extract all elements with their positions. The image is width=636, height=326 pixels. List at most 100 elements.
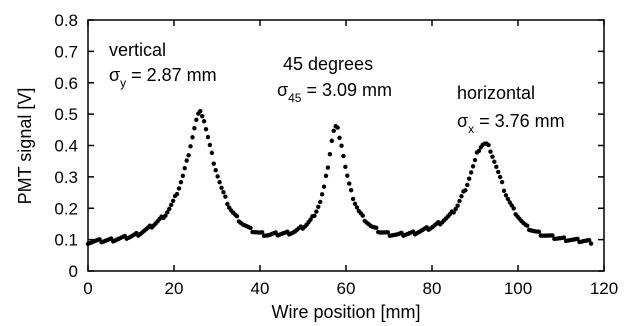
y-tick-label: 0.4 <box>54 137 78 156</box>
data-point <box>201 119 207 124</box>
x-tick-label: 20 <box>165 279 184 298</box>
data-point <box>561 235 567 240</box>
x-tick-label: 80 <box>423 279 442 298</box>
y-axis-title: PMT signal [V] <box>15 88 35 205</box>
y-tick-label: 0.2 <box>54 199 78 218</box>
data-point <box>213 167 218 173</box>
data-point <box>194 117 199 123</box>
data-point <box>492 159 497 164</box>
data-point <box>321 184 327 189</box>
axis-ticks: 0 20 40 60 80 100 120 0 0.1 0.2 0.3 0.4 0.5 0.6 0.7 0.8 <box>54 11 618 298</box>
x-tick-label: 100 <box>504 279 532 298</box>
data-point <box>217 180 222 185</box>
data-point <box>325 165 331 170</box>
y-tick-label: 0.3 <box>54 168 78 187</box>
x-tick-label: 0 <box>83 279 92 298</box>
data-point <box>586 237 592 243</box>
x-tick-label: 60 <box>337 279 356 298</box>
data-point <box>323 173 329 179</box>
data-point <box>316 204 321 209</box>
data-point <box>312 213 317 219</box>
data-point <box>476 148 482 154</box>
annotation-45deg-sigma: σ45 = 3.09 mm <box>277 80 392 105</box>
data-point <box>499 179 505 185</box>
data-point <box>178 179 184 185</box>
data-point <box>180 173 186 179</box>
data-point <box>205 134 211 140</box>
data-point <box>211 161 216 166</box>
annotation-45deg-label: 45 degrees <box>283 54 373 74</box>
data-point <box>219 185 224 191</box>
data-point <box>486 142 491 148</box>
data-point <box>203 126 209 132</box>
annotation-vertical-label: vertical <box>109 40 166 60</box>
data-point <box>169 202 174 208</box>
data-point <box>221 190 226 195</box>
data-point <box>186 153 191 158</box>
data-point <box>468 170 474 175</box>
data-point <box>192 126 197 131</box>
data-point <box>488 149 493 154</box>
data-point <box>588 241 594 246</box>
data-point <box>184 158 189 163</box>
data-point <box>463 188 468 193</box>
data-point <box>182 165 187 171</box>
data-point <box>188 144 193 149</box>
data-point <box>248 225 253 231</box>
data-point <box>459 194 464 199</box>
data-point <box>360 213 365 218</box>
data-point <box>337 135 342 140</box>
data-point <box>497 174 503 180</box>
x-tick-label: 40 <box>251 279 270 298</box>
data-point <box>319 192 325 197</box>
data-point <box>374 225 379 231</box>
data-point <box>329 138 335 143</box>
y-tick-label: 0.8 <box>54 11 78 30</box>
data-point <box>339 143 344 148</box>
annotation-horizontal-label: horizontal <box>457 83 535 103</box>
data-point <box>467 176 472 181</box>
data-point <box>347 181 352 186</box>
data-point <box>453 206 458 212</box>
data-point <box>494 164 499 170</box>
x-tick-label: 120 <box>590 279 618 298</box>
data-point <box>199 113 205 119</box>
data-point <box>465 182 470 188</box>
y-tick-label: 0.6 <box>54 74 78 93</box>
data-point <box>385 230 391 235</box>
data-point <box>314 209 319 214</box>
data-point <box>503 193 509 198</box>
data-point <box>308 217 313 222</box>
data-point <box>457 198 462 204</box>
data-point <box>352 201 358 206</box>
data-point <box>501 188 507 194</box>
data-point <box>496 169 501 175</box>
data-point <box>472 157 478 163</box>
y-tick-label: 0.1 <box>54 231 78 250</box>
data-point <box>165 210 170 215</box>
data-point <box>209 150 215 156</box>
data-point <box>490 154 495 159</box>
data-point <box>198 108 203 114</box>
annotation-horizontal-sigma: σx = 3.76 mm <box>457 111 565 136</box>
data-point <box>345 173 350 178</box>
data-point <box>170 198 176 204</box>
x-axis-title: Wire position [mm] <box>271 302 420 322</box>
data-point <box>505 196 511 202</box>
data-point <box>354 205 360 210</box>
data-point <box>536 229 542 234</box>
data-point <box>455 203 460 208</box>
data-point <box>451 210 456 215</box>
data-point <box>318 199 323 205</box>
data-point <box>350 196 356 202</box>
data-point <box>575 236 580 241</box>
annotation-vertical-sigma: σy = 2.87 mm <box>109 65 217 90</box>
data-point <box>331 128 336 133</box>
data-point <box>215 174 220 179</box>
data-point <box>223 194 228 199</box>
y-tick-label: 0.7 <box>54 42 78 61</box>
data-point <box>470 164 476 169</box>
data-point <box>234 213 240 219</box>
y-tick-label: 0 <box>69 262 78 281</box>
